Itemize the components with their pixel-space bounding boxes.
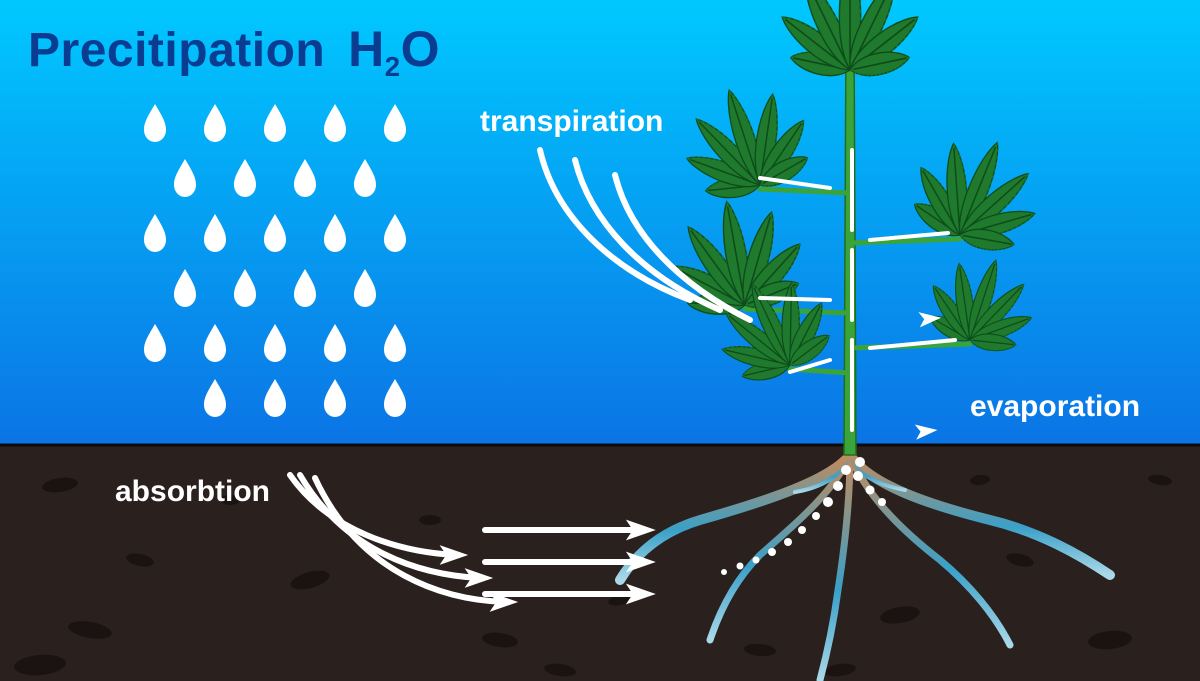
scene-svg [0, 0, 1200, 681]
label-evaporation: evaporation [970, 390, 1140, 424]
label-transpiration: transpiration [480, 105, 663, 139]
title-block: Precitipation H2O [28, 20, 440, 78]
formula-h: H [348, 21, 385, 77]
formula-o: O [401, 21, 440, 77]
formula-sub: 2 [385, 51, 401, 82]
formula-h2o: H2O [348, 20, 440, 78]
diagram-stage: Precitipation H2O transpiration evaporat… [0, 0, 1200, 681]
title-text: Precitipation [28, 23, 325, 78]
label-absorbtion: absorbtion [115, 475, 270, 509]
